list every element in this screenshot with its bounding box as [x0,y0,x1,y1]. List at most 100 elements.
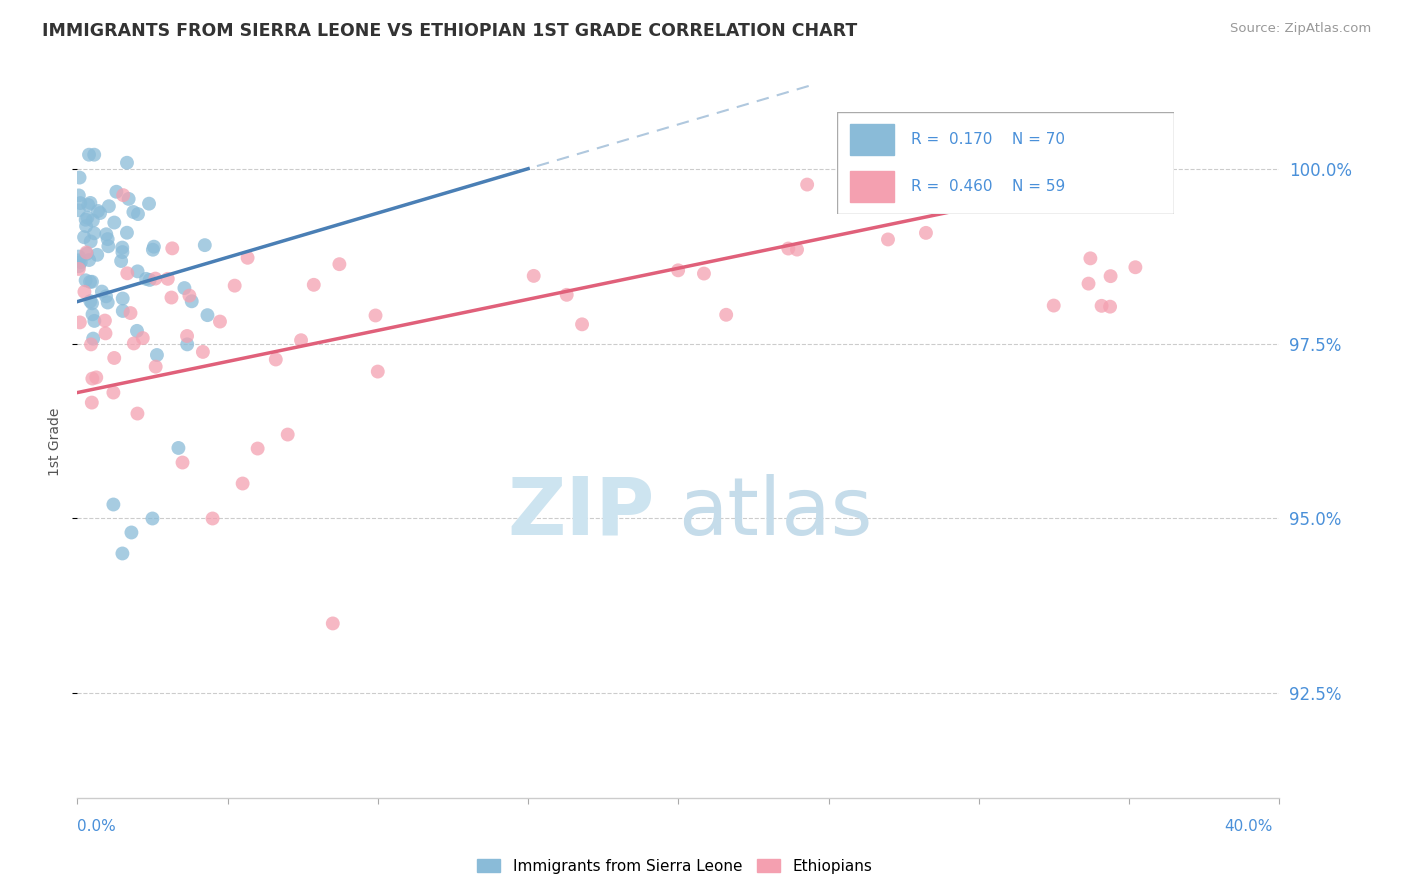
Point [112,188,135,202]
Point [236,251,259,265]
Point [194,238,217,252]
Point [120,525,142,540]
Point [132,331,155,345]
Point [290,333,312,347]
Point [138,273,160,287]
Point [1099,269,1122,284]
Point [79,195,101,210]
Point [82,371,104,385]
Point [82,213,104,227]
Point [786,243,808,257]
Point [246,442,269,456]
Bar [851,171,894,202]
Point [1080,252,1102,266]
Point [97,232,120,246]
Point [97,239,120,253]
Text: atlas: atlas [679,474,873,552]
Point [96,227,118,242]
Point [75,212,97,227]
Point [84,370,107,384]
Point [83,147,105,161]
Point [80,337,103,351]
Legend: Immigrants from Sierra Leone, Ethiopians: Immigrants from Sierra Leone, Ethiopians [471,853,879,880]
Point [80,275,103,289]
Point [142,240,165,254]
Point [1042,299,1064,313]
Point [76,246,98,260]
Point [176,337,198,351]
Point [191,345,214,359]
Point [367,365,389,379]
Point [111,304,134,318]
Point [125,324,148,338]
Point [79,294,101,309]
Point [141,511,163,525]
Point [120,306,142,320]
Point [76,211,98,225]
Point [111,241,134,255]
Point [82,307,104,321]
Point [94,313,117,327]
Text: IMMIGRANTS FROM SIERRA LEONE VS ETHIOPIAN 1ST GRADE CORRELATION CHART: IMMIGRANTS FROM SIERRA LEONE VS ETHIOPIA… [42,22,858,40]
Point [117,266,139,280]
Point [79,235,101,249]
Text: 40.0%: 40.0% [1225,820,1272,834]
Point [69,315,91,329]
Point [714,308,737,322]
Point [277,427,299,442]
Point [69,170,91,185]
Point [162,241,184,255]
Point [142,243,165,257]
Point [143,271,166,285]
Point [97,199,120,213]
Point [83,227,105,241]
Text: R =  0.170    N = 70: R = 0.170 N = 70 [911,132,1064,146]
Point [75,219,97,233]
Point [77,147,100,161]
Point [173,281,195,295]
Point [82,332,104,346]
Point [87,204,110,219]
Point [156,272,179,286]
Point [73,285,96,299]
Text: Source: ZipAtlas.com: Source: ZipAtlas.com [1230,22,1371,36]
Point [67,250,90,264]
Point [1125,260,1147,275]
Point [160,291,183,305]
Point [67,253,90,268]
Point [364,309,387,323]
Point [224,278,246,293]
Point [77,252,100,267]
Point [877,232,900,246]
Point [778,242,800,256]
Point [90,285,112,299]
Point [111,292,134,306]
Point [1077,277,1099,291]
Point [179,288,201,302]
Point [115,155,138,169]
Point [80,395,103,409]
Point [127,264,149,278]
Text: R =  0.460    N = 59: R = 0.460 N = 59 [911,179,1066,194]
Point [1090,299,1112,313]
Point [127,207,149,221]
Point [103,385,125,400]
Point [111,546,134,560]
Point [523,268,546,283]
Point [105,185,128,199]
Point [67,262,90,277]
Point [135,272,157,286]
Point [208,314,231,328]
Point [201,511,224,525]
Text: ZIP: ZIP [508,474,654,552]
Point [110,254,132,268]
Point [571,318,593,332]
Point [67,259,90,273]
Point [145,359,167,374]
Point [67,203,90,218]
Text: 0.0%: 0.0% [77,820,117,834]
Point [127,407,149,421]
Point [69,196,91,211]
Point [176,329,198,343]
Point [328,257,350,271]
